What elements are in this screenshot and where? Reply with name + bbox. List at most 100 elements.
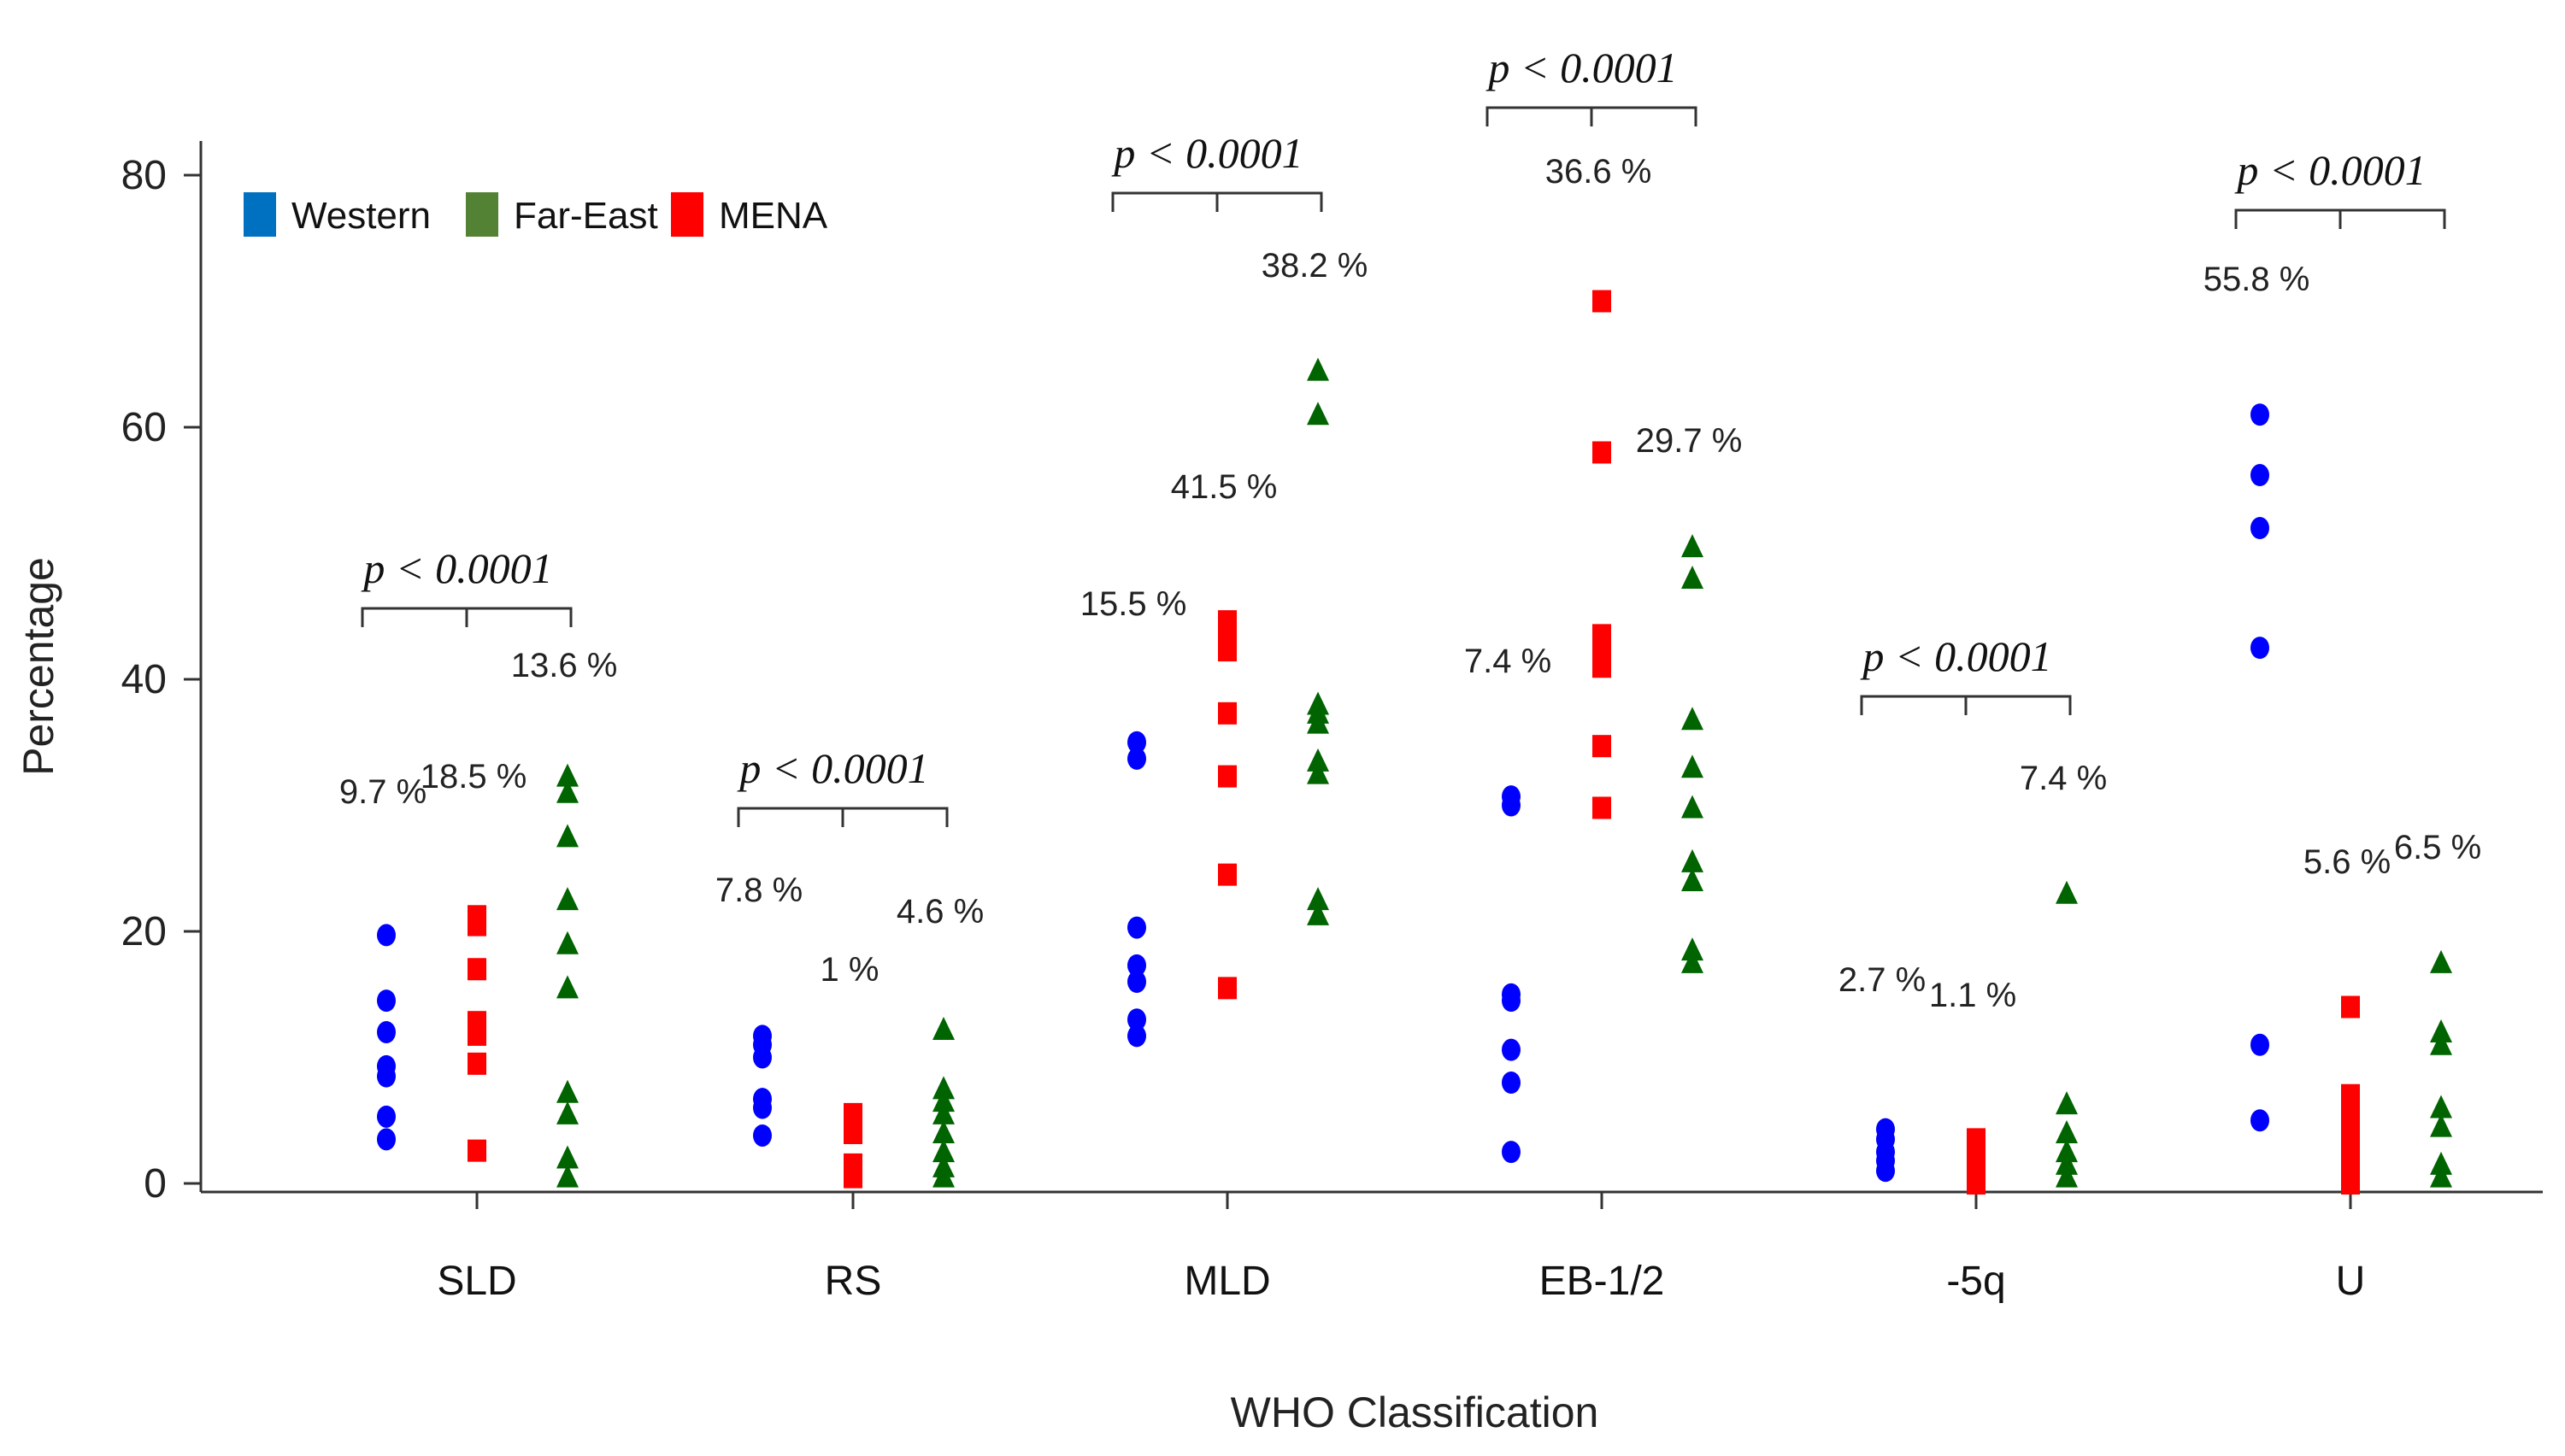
y-tick-label: 20 bbox=[121, 909, 167, 954]
point-far-east bbox=[556, 824, 579, 848]
point-western bbox=[377, 1105, 396, 1128]
point-far-east bbox=[2430, 1113, 2452, 1137]
percent-label-western: 9.7 % bbox=[339, 773, 427, 811]
point-western bbox=[2250, 637, 2269, 660]
point-far-east bbox=[556, 931, 579, 954]
point-far-east bbox=[932, 1120, 955, 1143]
legend-label-western: Western bbox=[291, 195, 431, 237]
legend-swatch-western bbox=[244, 192, 276, 237]
p-value-label: p < 0.0001 bbox=[1111, 129, 1303, 177]
p-value-bracket bbox=[737, 807, 949, 827]
point-far-east bbox=[1681, 937, 1703, 961]
p-value-label: p < 0.0001 bbox=[737, 744, 928, 792]
point-far-east bbox=[2056, 880, 2078, 904]
point-western bbox=[2250, 403, 2269, 426]
legend-label-far-east: Far-East bbox=[514, 195, 658, 237]
point-mena bbox=[1218, 977, 1237, 1000]
point-far-east bbox=[932, 1017, 955, 1041]
percent-label-western: 55.8 % bbox=[2203, 261, 2310, 298]
point-far-east bbox=[1307, 357, 1329, 381]
p-value-label: p < 0.0001 bbox=[1485, 44, 1677, 91]
x-tick-label: EB-1/2 bbox=[1539, 1259, 1665, 1304]
x-tick-label: SLD bbox=[437, 1259, 516, 1304]
point-western bbox=[1502, 1141, 1521, 1164]
percent-label-far-east: 6.5 % bbox=[2394, 829, 2481, 866]
point-mena bbox=[1967, 1128, 1986, 1151]
point-far-east bbox=[1681, 754, 1703, 778]
p-value-bracket bbox=[1111, 191, 1323, 212]
point-mena bbox=[844, 1122, 862, 1144]
point-western bbox=[1127, 747, 1146, 770]
percent-labels: 9.7 %18.5 % 13.6 % 7.8 % 1 % 4.6 % 15.5 % 41.5… bbox=[339, 153, 2481, 1014]
point-far-east bbox=[2056, 1139, 2078, 1163]
point-western bbox=[377, 1054, 396, 1077]
legend-swatch-far-east bbox=[466, 192, 498, 237]
point-far-east bbox=[932, 1139, 955, 1163]
percent-label-western: 7.4 % bbox=[1464, 643, 1551, 680]
x-tick-label: MLD bbox=[1184, 1259, 1270, 1304]
point-far-east bbox=[2430, 1095, 2452, 1118]
p-value-bracket bbox=[1860, 695, 2072, 715]
point-far-east bbox=[1681, 534, 1703, 558]
point-western bbox=[753, 1088, 772, 1111]
point-western bbox=[1502, 1071, 1521, 1094]
x-tick-label: RS bbox=[825, 1259, 882, 1304]
x-tick-label: -5q bbox=[1946, 1259, 2005, 1304]
point-mena bbox=[1592, 290, 1611, 313]
percent-label-far-east: 38.2 % bbox=[1262, 247, 1368, 285]
point-far-east bbox=[556, 1079, 579, 1103]
point-far-east bbox=[932, 1101, 955, 1124]
point-far-east bbox=[1681, 795, 1703, 819]
point-western bbox=[1127, 916, 1146, 939]
percent-label-mena: 41.5 % bbox=[1171, 468, 1278, 506]
percent-label-far-east: 13.6 % bbox=[511, 647, 618, 684]
point-mena bbox=[2341, 1172, 2360, 1195]
point-western bbox=[1127, 971, 1146, 993]
y-tick-label: 0 bbox=[144, 1161, 167, 1206]
point-western bbox=[377, 989, 396, 1013]
point-mena bbox=[1592, 624, 1611, 647]
point-mena bbox=[1592, 735, 1611, 758]
legend-label-mena: MENA bbox=[719, 195, 828, 237]
point-mena bbox=[2341, 1134, 2360, 1157]
point-mena bbox=[1592, 796, 1611, 819]
point-far-east bbox=[1681, 566, 1703, 589]
p-value-label: p < 0.0001 bbox=[1860, 632, 2051, 680]
y-tick-label: 60 bbox=[121, 405, 167, 450]
percent-label-western: 15.5 % bbox=[1080, 585, 1187, 623]
point-mena bbox=[2341, 1153, 2360, 1176]
x-tick-label: U bbox=[2336, 1259, 2366, 1304]
point-far-east bbox=[1307, 760, 1329, 784]
percent-label-mena: 5.6 % bbox=[2303, 843, 2391, 881]
point-western bbox=[377, 1021, 396, 1043]
point-far-east bbox=[932, 1076, 955, 1100]
point-far-east bbox=[1681, 868, 1703, 891]
point-western bbox=[2250, 1033, 2269, 1056]
point-western bbox=[1502, 983, 1521, 1006]
point-western bbox=[2250, 517, 2269, 539]
point-far-east bbox=[932, 1154, 955, 1177]
point-far-east bbox=[1307, 887, 1329, 911]
point-mena bbox=[468, 1011, 486, 1034]
percent-label-far-east: 29.7 % bbox=[1636, 422, 1743, 460]
p-value-label: p < 0.0001 bbox=[2234, 146, 2426, 194]
point-mena bbox=[468, 958, 486, 981]
point-western bbox=[1127, 731, 1146, 754]
legend: Western Far-East MENA bbox=[244, 192, 828, 237]
percent-label-mena: 36.6 % bbox=[1545, 153, 1652, 191]
point-western bbox=[1127, 1024, 1146, 1048]
percent-label-mena: 18.5 % bbox=[421, 758, 527, 796]
point-western bbox=[2250, 464, 2269, 487]
point-far-east bbox=[1307, 691, 1329, 715]
percent-label-far-east: 4.6 % bbox=[897, 893, 984, 931]
percent-label-mena: 1 % bbox=[821, 951, 880, 989]
percent-label-mena: 1.1 % bbox=[1929, 977, 2016, 1014]
point-far-east bbox=[932, 1089, 955, 1113]
y-tick-label: 80 bbox=[121, 153, 167, 198]
point-far-east bbox=[2056, 1120, 2078, 1143]
point-far-east bbox=[2056, 1164, 2078, 1188]
point-far-east bbox=[1307, 901, 1329, 925]
point-far-east bbox=[556, 779, 579, 803]
percent-label-western: 2.7 % bbox=[1838, 961, 1926, 999]
